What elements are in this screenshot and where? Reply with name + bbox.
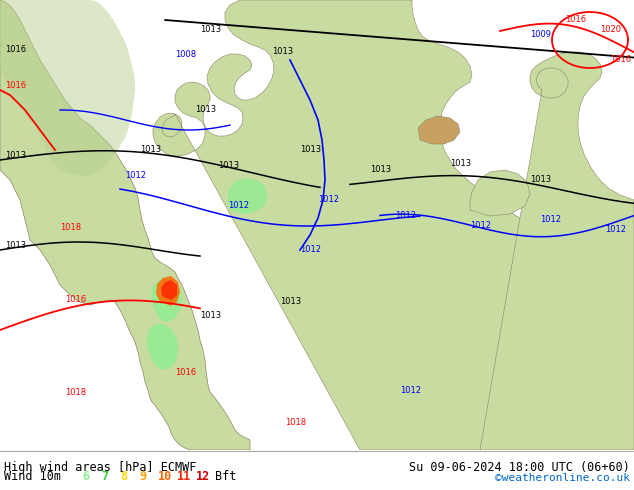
Polygon shape <box>0 0 250 450</box>
Text: 1012: 1012 <box>228 200 249 210</box>
Text: 1013: 1013 <box>280 297 301 307</box>
Polygon shape <box>147 324 178 370</box>
Text: 1013: 1013 <box>5 241 26 249</box>
Text: 1013: 1013 <box>140 146 161 154</box>
Text: 1016: 1016 <box>175 368 196 376</box>
Polygon shape <box>151 278 182 322</box>
Text: 1013: 1013 <box>300 146 321 154</box>
Text: Su 09-06-2024 18:00 UTC (06+60): Su 09-06-2024 18:00 UTC (06+60) <box>409 461 630 474</box>
Text: 1012: 1012 <box>400 386 421 394</box>
Text: 11: 11 <box>177 470 191 483</box>
Text: 1016: 1016 <box>565 16 586 24</box>
Text: 9: 9 <box>139 470 146 483</box>
Polygon shape <box>480 52 634 450</box>
Text: 1013: 1013 <box>218 161 239 170</box>
Text: 1012: 1012 <box>470 220 491 229</box>
Text: 1018: 1018 <box>60 223 81 232</box>
Text: 1009: 1009 <box>530 30 551 40</box>
Polygon shape <box>161 280 177 300</box>
Text: 1016: 1016 <box>5 46 26 54</box>
Text: 1013: 1013 <box>530 175 551 185</box>
Polygon shape <box>228 178 268 214</box>
Text: High wind areas [hPa] ECMWF: High wind areas [hPa] ECMWF <box>4 461 197 474</box>
Polygon shape <box>0 0 135 176</box>
Polygon shape <box>153 0 634 450</box>
Polygon shape <box>418 116 460 144</box>
Text: 1016: 1016 <box>5 80 26 90</box>
Polygon shape <box>156 276 180 306</box>
Polygon shape <box>265 165 310 205</box>
Text: 8: 8 <box>120 470 127 483</box>
Text: 1013: 1013 <box>200 311 221 319</box>
Text: 1013: 1013 <box>200 25 221 34</box>
Text: 1008: 1008 <box>175 50 196 59</box>
Text: 1013: 1013 <box>5 150 26 160</box>
Text: 7: 7 <box>101 470 108 483</box>
Text: 1012: 1012 <box>125 171 146 179</box>
Text: 1012: 1012 <box>395 211 416 220</box>
Text: 1016: 1016 <box>610 55 631 65</box>
Polygon shape <box>470 170 530 216</box>
Text: 1012: 1012 <box>300 245 321 254</box>
Text: 1012: 1012 <box>318 196 339 204</box>
Text: 1018: 1018 <box>285 417 306 426</box>
Text: 1012: 1012 <box>540 216 561 224</box>
Text: 1016: 1016 <box>65 295 86 304</box>
Text: 1013: 1013 <box>450 160 471 169</box>
Text: ©weatheronline.co.uk: ©weatheronline.co.uk <box>495 473 630 483</box>
Text: 1018: 1018 <box>65 388 86 396</box>
Text: 1013: 1013 <box>370 166 391 174</box>
Text: 12: 12 <box>196 470 210 483</box>
Text: 10: 10 <box>158 470 172 483</box>
Text: 1013: 1013 <box>195 105 216 115</box>
Text: 1012: 1012 <box>605 225 626 235</box>
Text: Bft: Bft <box>215 470 236 483</box>
Polygon shape <box>329 114 396 158</box>
Text: 1013: 1013 <box>272 48 293 56</box>
Text: 6: 6 <box>82 470 89 483</box>
Text: 1020: 1020 <box>600 25 621 34</box>
Text: Wind 10m: Wind 10m <box>4 470 61 483</box>
